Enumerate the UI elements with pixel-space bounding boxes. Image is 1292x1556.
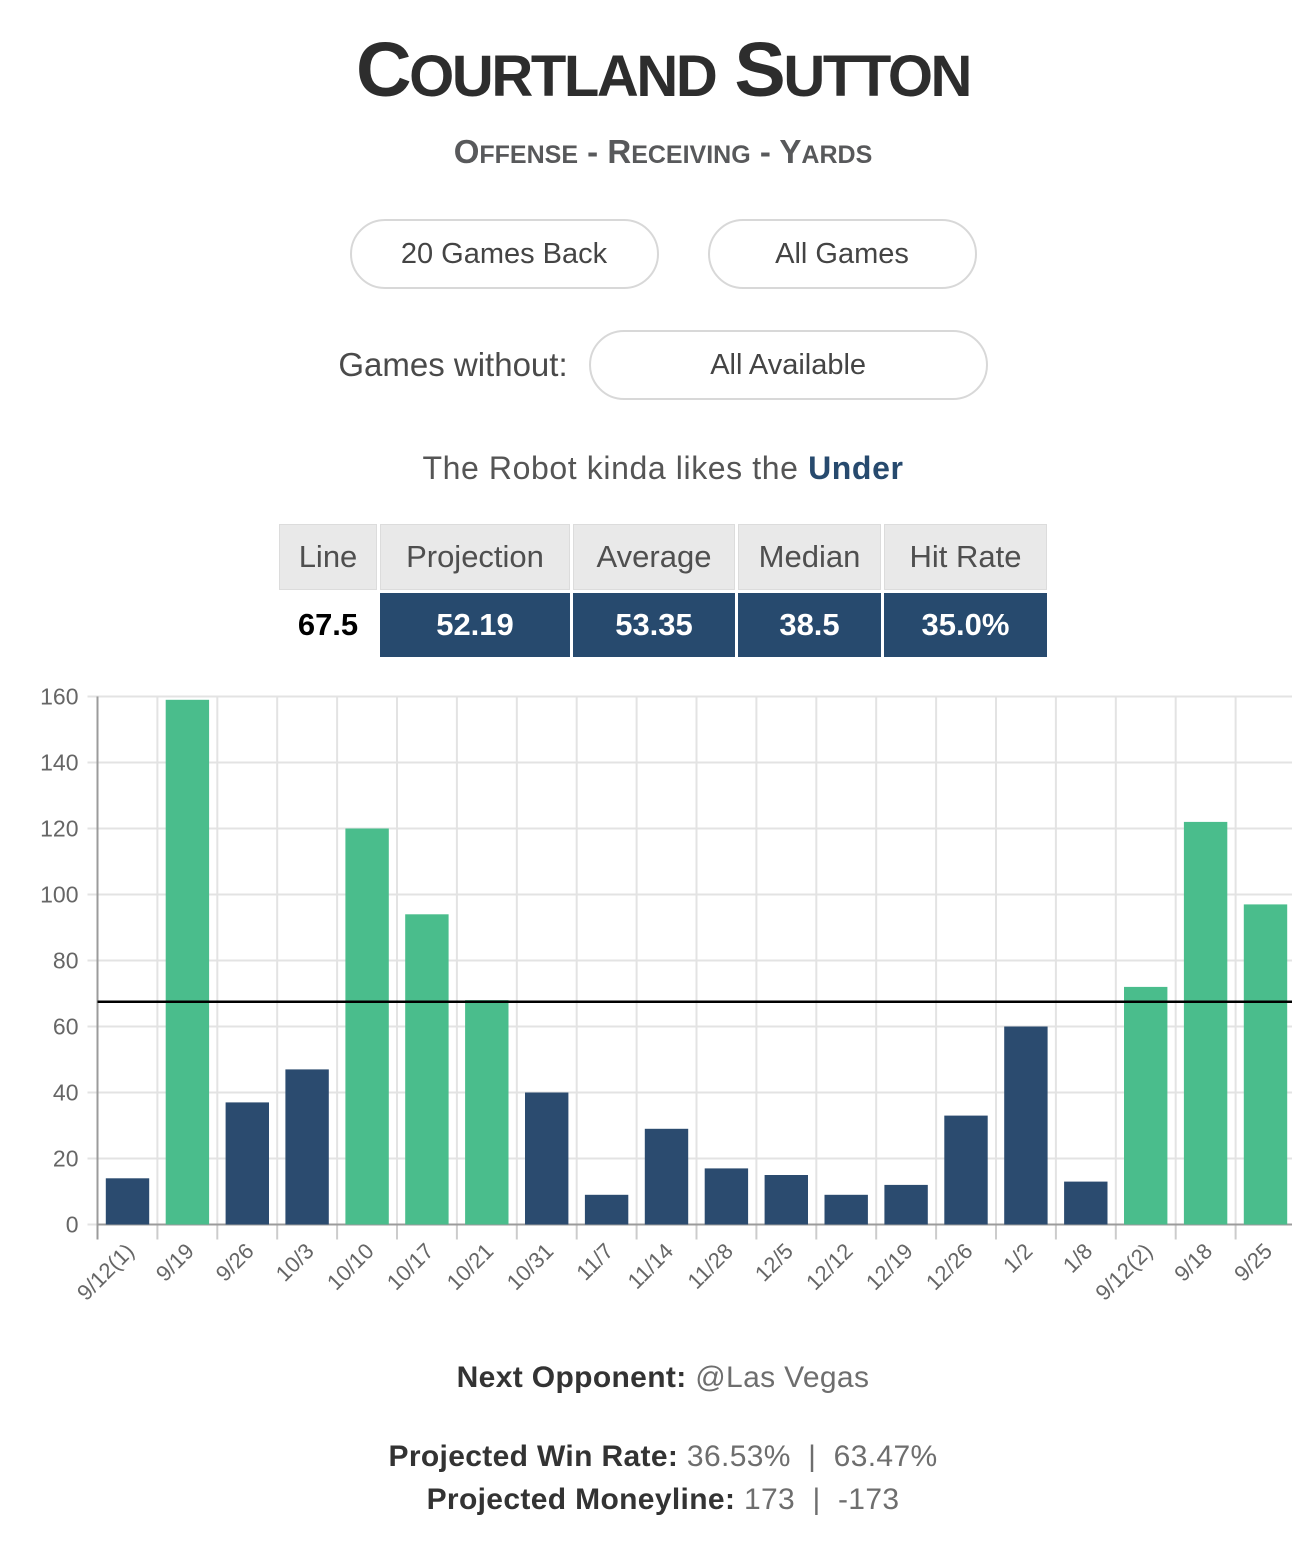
svg-text:12/19: 12/19 <box>861 1238 918 1295</box>
svg-text:9/19: 9/19 <box>151 1238 199 1286</box>
svg-text:11/14: 11/14 <box>623 1238 678 1293</box>
svg-text:10/31: 10/31 <box>502 1238 559 1295</box>
svg-text:10/21: 10/21 <box>442 1238 499 1295</box>
svg-text:9/26: 9/26 <box>211 1238 259 1286</box>
svg-text:60: 60 <box>53 1014 79 1040</box>
svg-text:10/3: 10/3 <box>271 1238 319 1286</box>
svg-text:10/10: 10/10 <box>322 1238 379 1295</box>
svg-text:9/12(2): 9/12(2) <box>1090 1238 1157 1305</box>
svg-text:11/28: 11/28 <box>682 1238 737 1293</box>
svg-text:9/25: 9/25 <box>1229 1238 1277 1286</box>
svg-text:80: 80 <box>53 948 79 974</box>
svg-text:9/18: 9/18 <box>1169 1238 1217 1286</box>
svg-text:0: 0 <box>66 1212 79 1238</box>
svg-text:12/26: 12/26 <box>921 1238 978 1295</box>
svg-text:11/7: 11/7 <box>571 1238 618 1285</box>
svg-text:20: 20 <box>53 1146 79 1172</box>
svg-text:1/2: 1/2 <box>998 1238 1037 1277</box>
svg-text:120: 120 <box>40 816 78 842</box>
svg-text:12/5: 12/5 <box>750 1238 798 1286</box>
svg-text:140: 140 <box>40 750 78 776</box>
svg-text:12/12: 12/12 <box>801 1238 858 1295</box>
svg-text:1/8: 1/8 <box>1058 1238 1097 1277</box>
svg-text:40: 40 <box>53 1080 79 1106</box>
svg-text:10/17: 10/17 <box>382 1238 439 1295</box>
svg-text:160: 160 <box>40 684 78 710</box>
svg-text:9/12(1): 9/12(1) <box>72 1238 139 1305</box>
svg-text:100: 100 <box>40 882 78 908</box>
